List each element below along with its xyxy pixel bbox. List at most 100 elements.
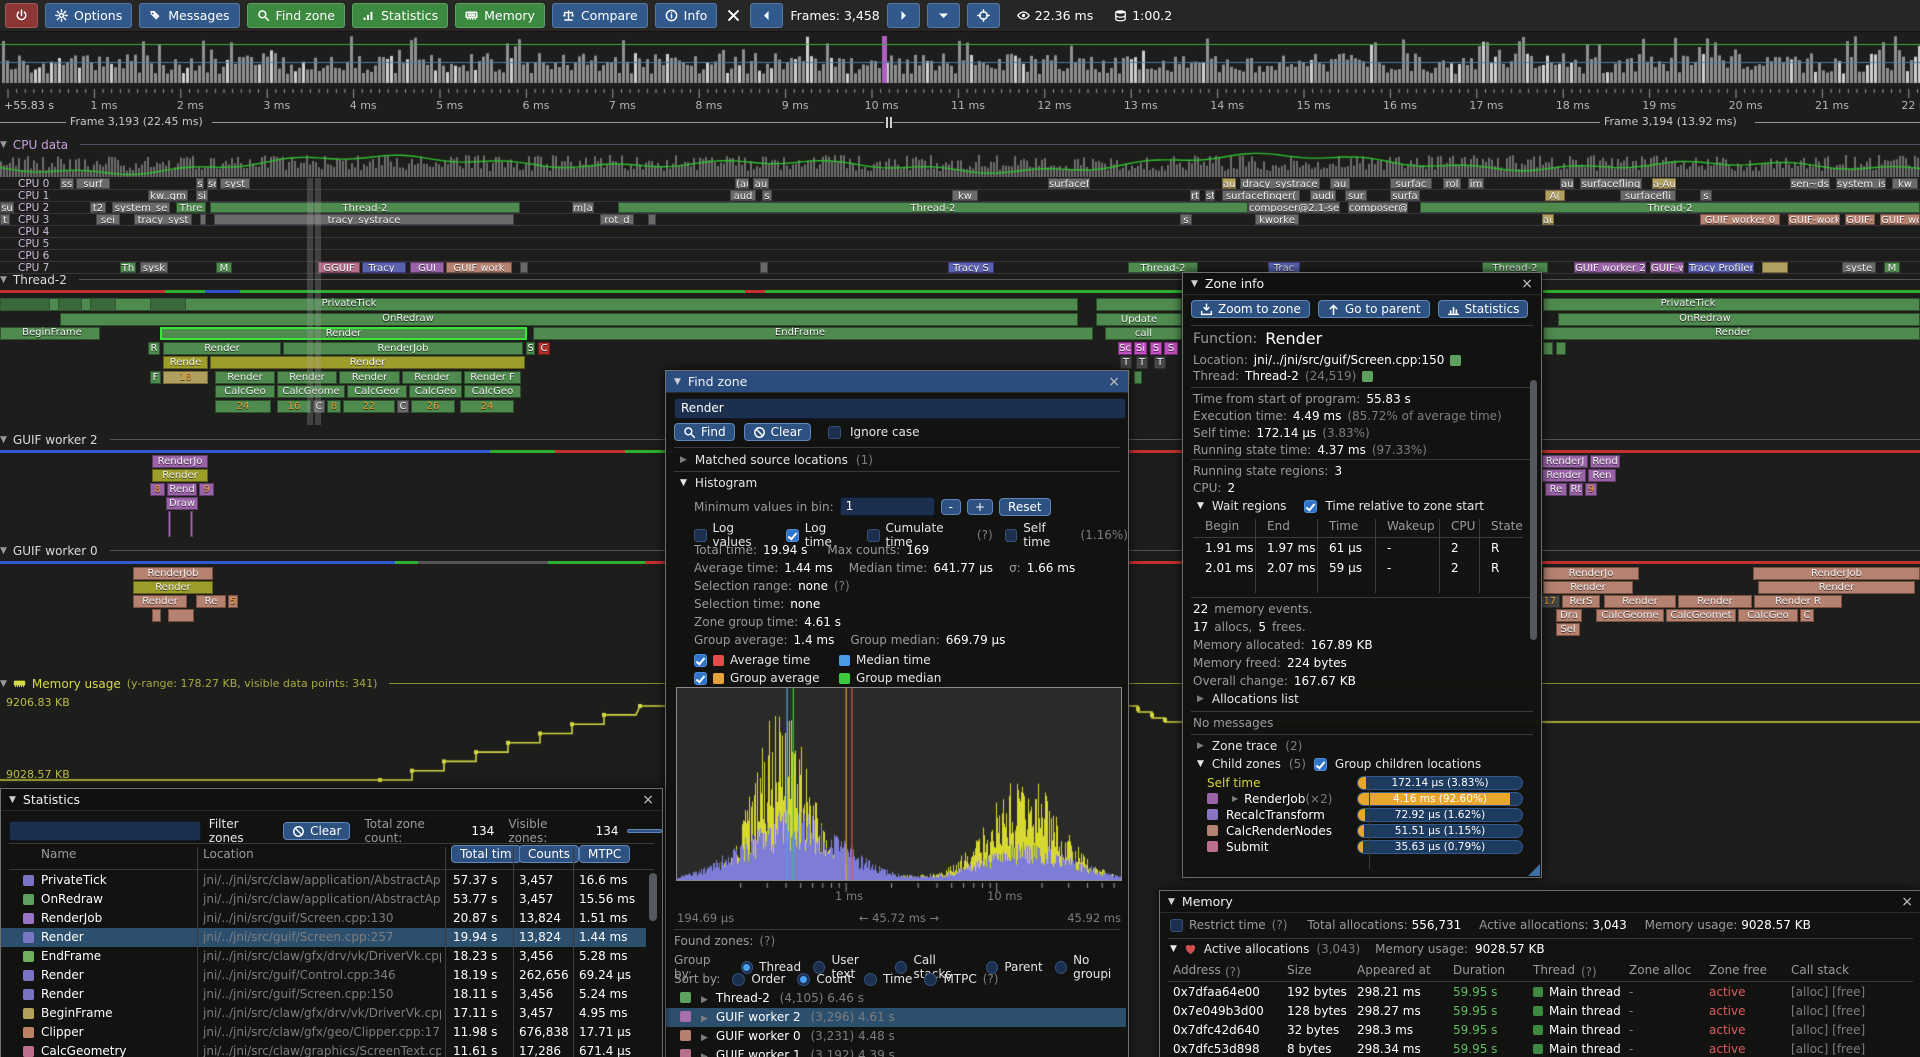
statistics-row[interactable]: OnRedraw jni/../jni/src/claw/application/…	[1, 890, 646, 909]
zone-chip[interactable]: CalcGeo	[409, 385, 462, 398]
zone-chip[interactable]: kw	[1892, 178, 1918, 189]
zone-chip[interactable]: T	[1154, 356, 1166, 369]
memory-column-header[interactable]: Size	[1287, 963, 1312, 977]
zone-info-titlebar[interactable]: ▼ Zone info ×	[1183, 273, 1541, 295]
memory-column-header[interactable]: Zone free	[1709, 963, 1768, 977]
zone-chip[interactable]: se	[207, 178, 217, 189]
zone-chip[interactable]: C	[538, 342, 550, 355]
zone-chip[interactable]	[200, 214, 206, 225]
radio-order[interactable]	[732, 972, 746, 986]
zone-chip[interactable]: GUIF worker 2	[1880, 214, 1920, 225]
zone-chip[interactable]: S	[526, 342, 535, 355]
wait-column-header[interactable]: Time	[1329, 519, 1359, 533]
zone-chip[interactable]	[0, 298, 50, 311]
zone-chip[interactable]	[150, 298, 186, 311]
tools-button[interactable]	[724, 4, 743, 27]
zone-chip[interactable]: sei	[96, 214, 120, 225]
zone-chip[interactable]: T	[1136, 356, 1148, 369]
zone-chip[interactable]: rt	[1190, 190, 1200, 201]
collapse-icon[interactable]: ▼	[1191, 278, 1198, 289]
zone-chip[interactable]: Render	[152, 469, 208, 482]
zone-chip[interactable]: 9	[1585, 483, 1597, 496]
histogram-plot[interactable]	[676, 687, 1122, 881]
go-to-parent-button[interactable]: Go to parent	[1317, 300, 1430, 318]
zone-chip[interactable]: T	[1120, 356, 1132, 369]
zone-chip[interactable]: sur	[1345, 190, 1367, 201]
zone-chip[interactable]: GUIF work	[446, 262, 512, 273]
zone-chip[interactable]: RenderJ	[1542, 455, 1588, 468]
zone-chip[interactable]	[760, 262, 768, 273]
collapse-icon[interactable]: ▼	[674, 376, 681, 387]
wait-column-header[interactable]: Begin	[1205, 519, 1240, 533]
legend-checkbox[interactable]	[694, 653, 707, 667]
zone-chip[interactable]: Draw	[166, 497, 198, 510]
zone-chip[interactable]: Tracy Profiler	[1688, 262, 1754, 273]
wait-column-header[interactable]: CPU	[1451, 519, 1476, 533]
focus-button[interactable]	[966, 3, 1000, 28]
zone-chip[interactable]: S	[1150, 342, 1162, 355]
zone-chip[interactable]	[90, 298, 116, 311]
time-relative-checkbox[interactable]	[1304, 499, 1318, 513]
zone-chip[interactable]: (au	[735, 178, 749, 189]
section-header-thread-2[interactable]: ▼ Thread-2	[0, 272, 1920, 287]
zone-chip[interactable]: Render	[210, 356, 525, 369]
min-bin-input[interactable]: 1	[839, 497, 935, 516]
scrollbar[interactable]	[649, 873, 657, 921]
zone-chip[interactable]: Thre	[176, 202, 206, 213]
column-header-location[interactable]: Location	[203, 847, 254, 861]
zone-chip[interactable]: RenderJo	[1543, 567, 1639, 580]
self-time-checkbox[interactable]	[1004, 528, 1018, 542]
zone-thread[interactable]: Thread-2	[1245, 369, 1299, 383]
zone-chip[interactable]: au	[1560, 178, 1574, 189]
zone-chip[interactable]: rol	[1443, 178, 1461, 189]
zone-chip[interactable]: Render F	[464, 371, 521, 384]
group-children-checkbox[interactable]	[1313, 757, 1327, 771]
zone-chip[interactable]: su	[0, 202, 14, 213]
zone-chip[interactable]: Render	[339, 371, 400, 384]
zone-chip[interactable]: aud	[730, 190, 756, 201]
zone-chip[interactable]: Thread-2	[1420, 202, 1920, 213]
memory-column-header[interactable]: Zone alloc	[1629, 963, 1692, 977]
close-icon[interactable]: ×	[642, 791, 654, 808]
collapse-icon[interactable]: ▼	[1168, 896, 1175, 907]
wait-column-header[interactable]: State	[1491, 519, 1523, 533]
zone-chip[interactable]: 24	[460, 400, 514, 413]
zone-chip[interactable]: au	[1542, 214, 1554, 225]
zone-chip[interactable]: au	[1222, 178, 1236, 189]
statistics-row[interactable]: PrivateTick jni/../jni/src/claw/applicati…	[1, 871, 646, 890]
zone-chip[interactable]: Thread-2	[210, 202, 520, 213]
zone-chip[interactable]	[58, 298, 82, 311]
zone-chip[interactable]	[1762, 262, 1788, 273]
zone-chip[interactable]: RenderJob	[133, 567, 213, 580]
zone-chip[interactable]	[168, 511, 171, 537]
zone-chip[interactable]: Render	[133, 595, 187, 608]
zone-chip[interactable]	[60, 313, 1078, 326]
zone-chip[interactable]: C	[397, 400, 409, 413]
zone-chip[interactable]: kw..gm	[148, 190, 188, 201]
zone-chip[interactable]: 8	[150, 483, 165, 496]
zone-chip[interactable]: M	[1884, 262, 1900, 273]
zone-chip[interactable]	[168, 609, 194, 622]
zone-chip[interactable]	[1543, 298, 1920, 311]
zone-chip[interactable]: Rend	[167, 483, 197, 496]
zone-chip[interactable]: Render R	[1754, 595, 1842, 608]
zone-chip[interactable]: kw	[952, 190, 978, 201]
zone-chip[interactable]: syste	[1842, 262, 1876, 273]
allocation-row[interactable]: 0x7dfaa64e00 192 bytes 298.21 ms 59.95 s Mai…	[1173, 985, 1866, 999]
options-button[interactable]: Options	[45, 3, 133, 28]
messages-button[interactable]: Messages	[139, 3, 240, 28]
zone-chip[interactable]: CalcGeo	[1738, 609, 1798, 622]
radio-parent[interactable]	[985, 960, 999, 974]
radio-thread[interactable]	[740, 960, 754, 974]
filter-input[interactable]	[9, 821, 201, 841]
zone-chip[interactable]: Rt	[1569, 483, 1583, 496]
statistics-row[interactable]: Render jni/../jni/src/guif/Screen.cpp:150…	[1, 985, 646, 1004]
zone-chip[interactable]: C	[1800, 609, 1814, 622]
zone-chip[interactable]: RenderJob	[1753, 567, 1920, 580]
zone-chip[interactable]: Th	[120, 262, 136, 273]
zone-chip[interactable]: Render	[1678, 595, 1752, 608]
zone-location[interactable]: jni/../jni/src/guif/Screen.cpp:150	[1253, 353, 1445, 367]
zone-chip[interactable]: CalcGeome	[277, 385, 345, 398]
child-zone-row[interactable]: Self time 172.14 µs (3.83%)	[1207, 775, 1527, 790]
close-icon[interactable]: ×	[1521, 275, 1533, 292]
